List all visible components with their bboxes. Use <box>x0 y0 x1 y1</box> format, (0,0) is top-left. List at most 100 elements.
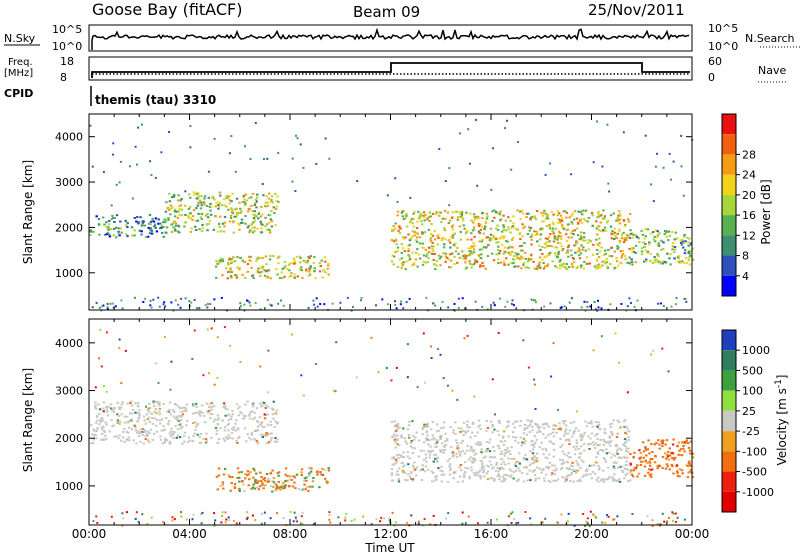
echo-cell <box>572 218 576 221</box>
echo-cell <box>173 208 177 211</box>
echo-cell <box>507 225 510 228</box>
echo-cell <box>210 327 213 330</box>
echo-cell <box>401 469 404 472</box>
echo-cell <box>152 298 155 301</box>
echo-cell <box>162 225 165 228</box>
echo-cell <box>219 194 222 197</box>
echo-cell <box>413 447 416 450</box>
echo-cell <box>269 439 273 442</box>
echo-cell <box>181 425 184 428</box>
echo-cell <box>144 434 147 437</box>
echo-cell <box>406 455 409 458</box>
echo-cell <box>561 224 564 227</box>
echo-cell <box>195 402 198 405</box>
echo-cell <box>519 217 522 220</box>
echo-cell <box>589 473 592 476</box>
echo-cell <box>549 251 552 254</box>
echo-cell <box>649 259 652 262</box>
echo-cell <box>452 429 455 432</box>
echo-cell <box>451 451 455 454</box>
echo-cell <box>453 244 456 247</box>
echo-cell <box>486 255 489 258</box>
echo-cell <box>660 239 663 242</box>
echo-cell <box>162 402 165 405</box>
echo-cell <box>468 449 472 452</box>
echo-cell <box>652 231 655 233</box>
echo-cell <box>203 197 206 200</box>
echo-cell <box>215 276 218 279</box>
echo-cell <box>230 276 233 279</box>
echo-cell <box>120 299 123 302</box>
echo-cell <box>271 413 275 416</box>
echo-cell <box>582 232 586 235</box>
echo-cell <box>524 257 528 260</box>
echo-cell <box>196 219 200 222</box>
echo-cell <box>191 439 194 442</box>
echo-cell <box>300 266 303 269</box>
echo-cell <box>92 442 95 445</box>
echo-cell <box>507 263 510 266</box>
echo-cell <box>199 432 203 435</box>
echo-cell <box>238 405 241 408</box>
echo-cell <box>432 263 436 266</box>
echo-cell <box>635 236 639 238</box>
echo-cell <box>610 233 613 236</box>
echo-cell <box>393 255 396 258</box>
echo-cell <box>500 480 503 483</box>
echo-cell <box>158 407 162 410</box>
echo-cell <box>422 254 426 257</box>
echo-cell <box>89 234 92 237</box>
echo-cell <box>548 240 551 243</box>
echo-cell <box>149 299 152 302</box>
echo-cell <box>663 233 666 236</box>
echo-cell <box>242 195 245 198</box>
echo-cell <box>394 300 396 303</box>
echo-cell <box>215 260 218 263</box>
echo-cell <box>579 435 582 438</box>
echo-cell <box>274 208 278 211</box>
echo-cell <box>409 196 412 199</box>
echo-cell <box>222 487 225 490</box>
echo-cell <box>415 240 419 243</box>
echo-cell <box>605 441 608 444</box>
echo-cell <box>652 349 655 352</box>
echo-cell <box>674 512 677 515</box>
echo-cell <box>441 449 444 452</box>
echo-cell <box>266 201 270 204</box>
colorbar-swatch <box>722 114 736 135</box>
echo-cell <box>441 442 444 445</box>
echo-cell <box>599 214 602 217</box>
echo-cell <box>116 401 119 404</box>
echo-cell <box>442 426 445 429</box>
echo-cell <box>419 469 422 472</box>
echo-cell <box>221 274 224 277</box>
echo-cell <box>422 211 426 214</box>
echo-cell <box>601 478 604 481</box>
echo-cell <box>595 266 598 269</box>
echo-cell <box>189 212 192 215</box>
echo-cell <box>193 432 197 435</box>
echo-cell <box>615 443 618 446</box>
echo-cell <box>264 404 268 407</box>
echo-cell <box>240 210 243 213</box>
echo-cell <box>218 260 222 263</box>
echo-cell <box>91 306 94 309</box>
echo-cell <box>497 473 500 476</box>
colorbar-tick-label: -25 <box>742 425 760 438</box>
echo-cell <box>403 437 407 440</box>
echo-cell <box>173 417 177 420</box>
echo-cell <box>632 247 635 250</box>
colorbar-swatch <box>722 350 736 371</box>
echo-cell <box>485 420 488 422</box>
echo-cell <box>272 417 275 420</box>
echo-cell <box>456 247 459 249</box>
echo-cell <box>179 419 182 421</box>
echo-cell <box>531 439 534 442</box>
echo-cell <box>360 299 362 302</box>
echo-cell <box>547 425 550 428</box>
echo-cell <box>311 480 315 483</box>
echo-cell <box>496 430 499 432</box>
echo-cell <box>178 436 182 439</box>
echo-cell <box>470 448 474 451</box>
echo-cell <box>522 480 526 483</box>
